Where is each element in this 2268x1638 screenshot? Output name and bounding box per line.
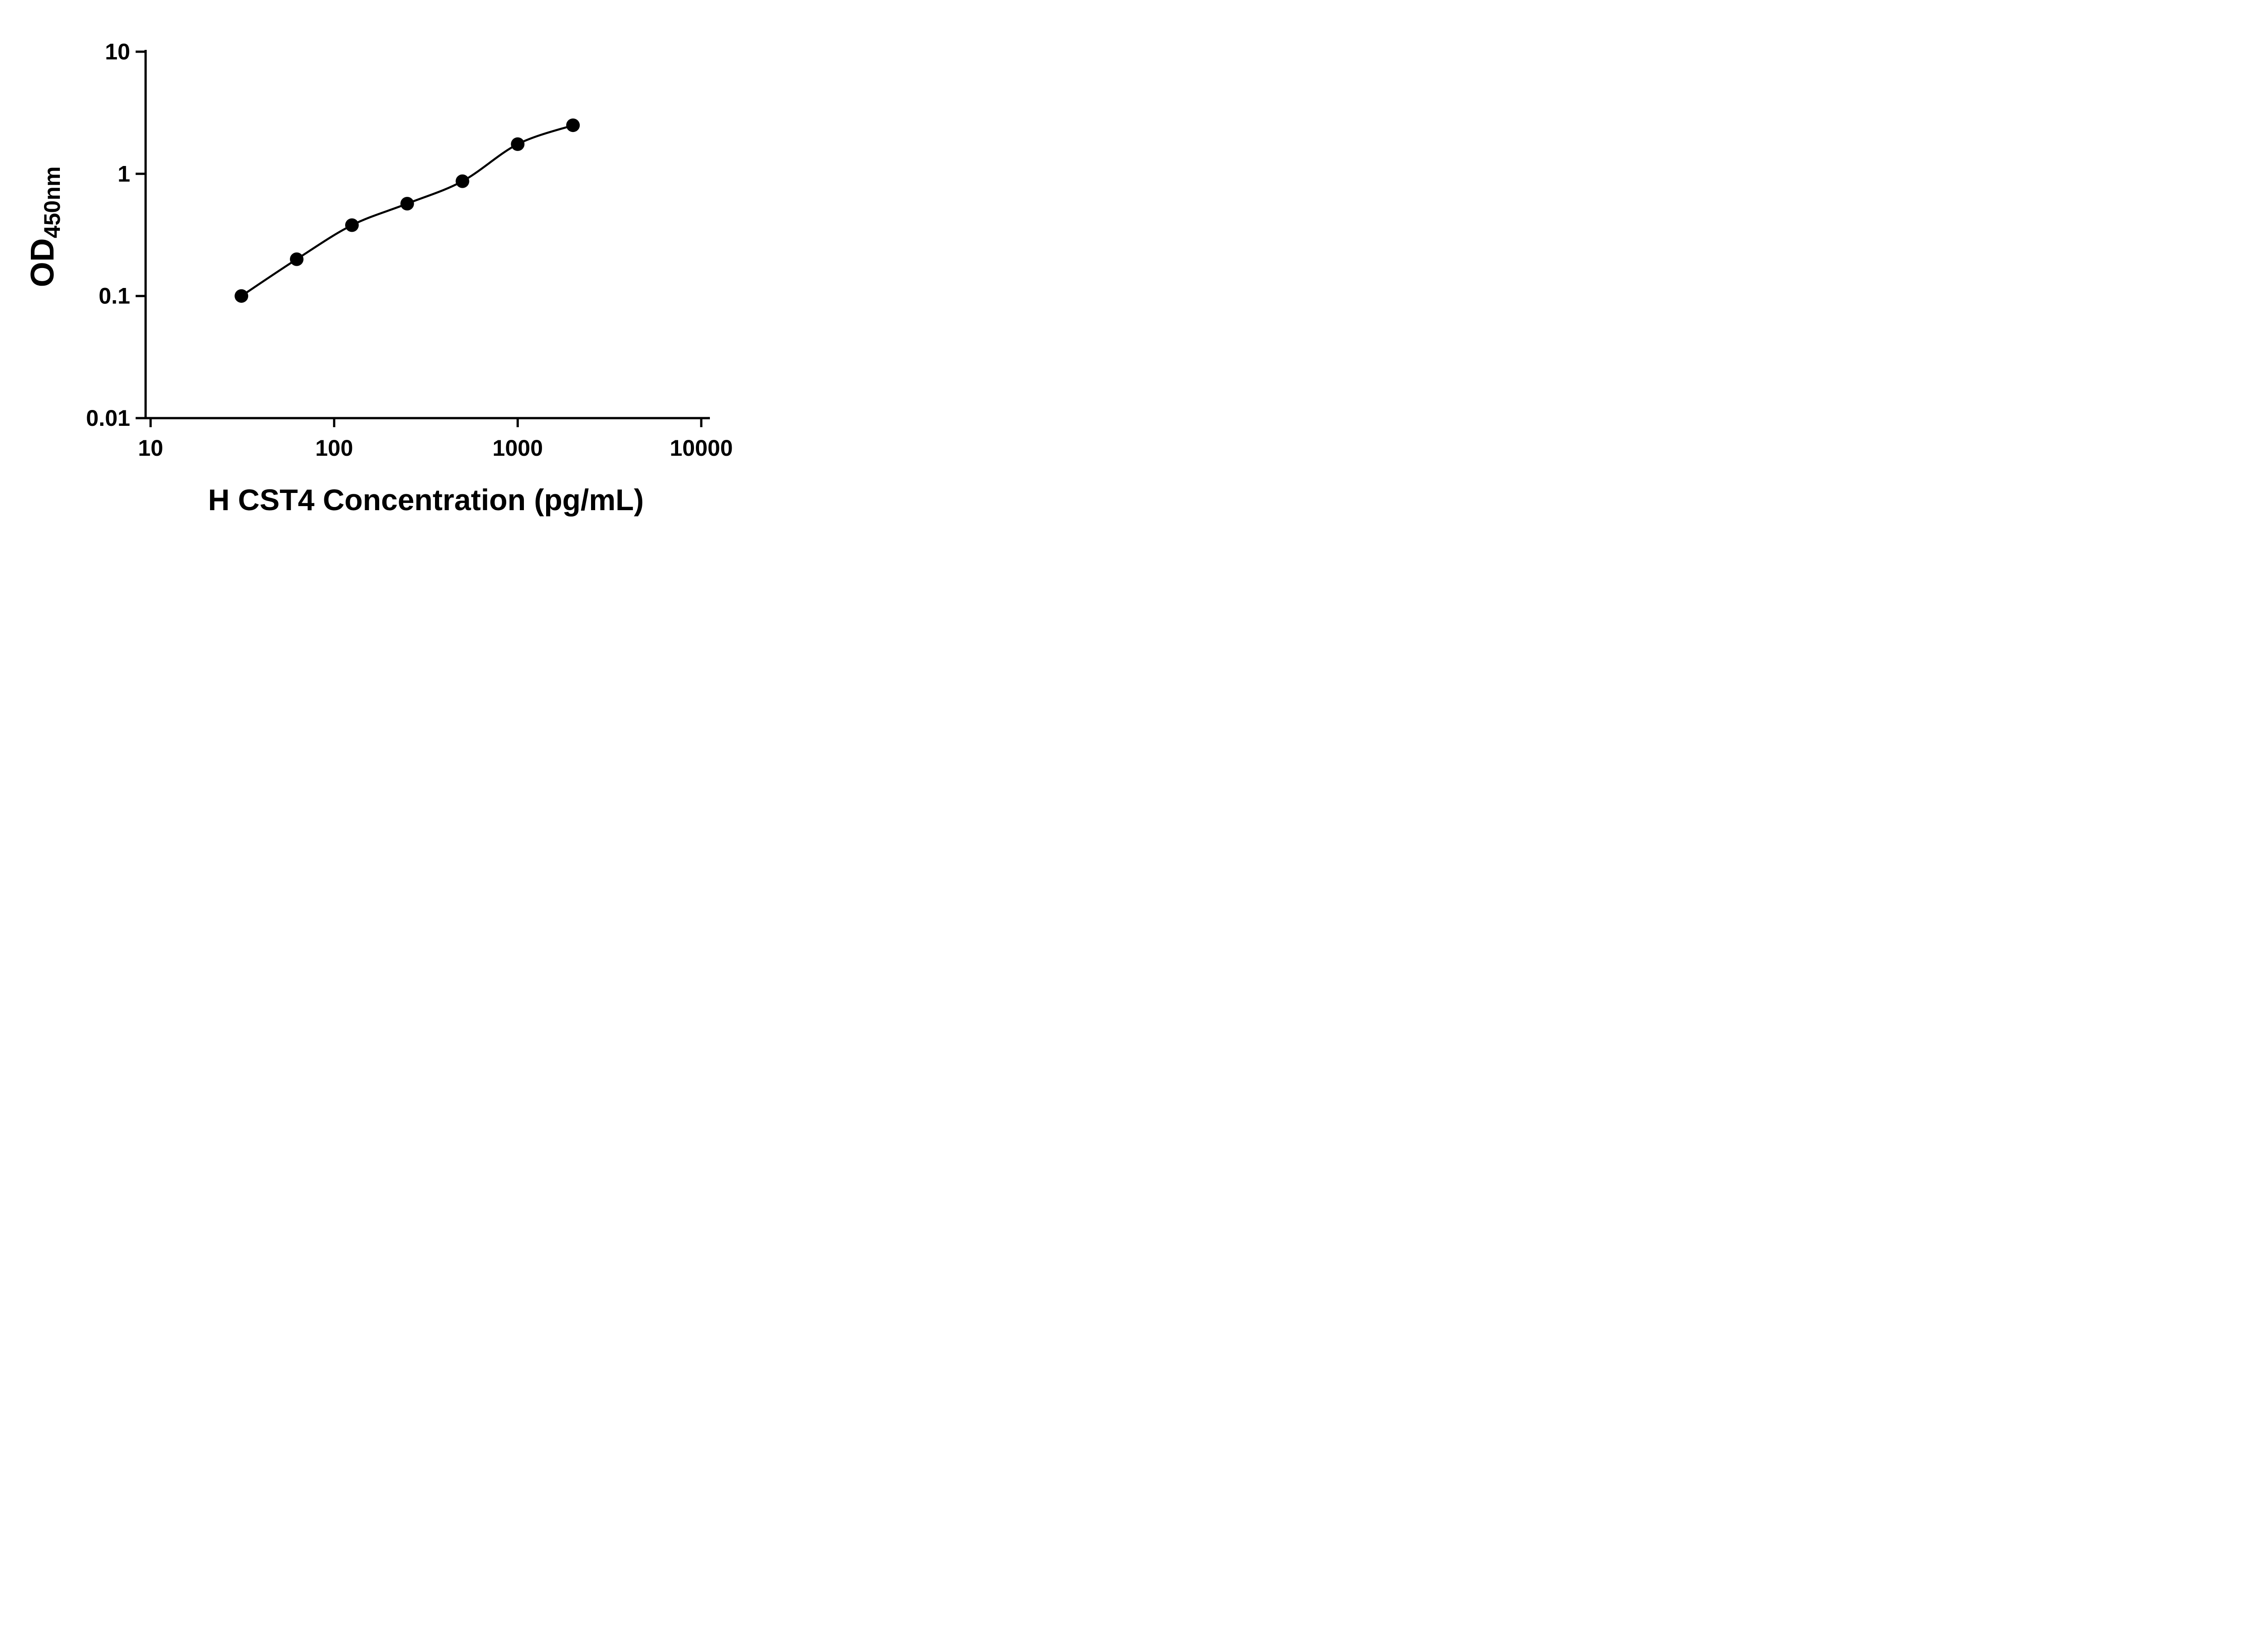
data-point bbox=[511, 137, 525, 151]
fit-curve bbox=[240, 124, 574, 297]
y-tick-label: 10 bbox=[105, 39, 130, 64]
y-tick-label: 0.1 bbox=[98, 283, 130, 309]
data-series bbox=[235, 118, 580, 303]
tick-marks bbox=[136, 50, 703, 427]
x-tick-label: 10 bbox=[138, 435, 163, 461]
chart-canvas: 10 100 1000 10000 10 1 0.1 0.01 H CST4 Concentr… bbox=[24, 39, 733, 517]
x-tick-label: 10000 bbox=[670, 435, 733, 461]
y-axis-title-main: OD bbox=[24, 238, 61, 287]
elisa-standard-curve-figure: 10 100 1000 10000 10 1 0.1 0.01 H CST4 Concentr… bbox=[0, 0, 776, 546]
data-point bbox=[455, 174, 469, 188]
data-point bbox=[345, 218, 359, 232]
y-axis-title-sub: 450nm bbox=[39, 166, 65, 238]
axis-lines bbox=[144, 50, 710, 419]
data-point bbox=[235, 289, 249, 303]
y-axis-title: OD450nm bbox=[24, 166, 65, 287]
y-tick-label: 0.01 bbox=[86, 405, 130, 431]
axes bbox=[144, 50, 710, 419]
data-point bbox=[290, 252, 304, 266]
data-point bbox=[400, 197, 414, 211]
y-tick-label: 1 bbox=[117, 161, 130, 186]
x-tick-label: 1000 bbox=[493, 435, 543, 461]
tick-labels: 10 100 1000 10000 10 1 0.1 0.01 bbox=[86, 39, 733, 461]
data-point bbox=[566, 118, 580, 132]
x-tick-label: 100 bbox=[315, 435, 353, 461]
x-axis-title: H CST4 Concentration (pg/mL) bbox=[208, 483, 644, 517]
